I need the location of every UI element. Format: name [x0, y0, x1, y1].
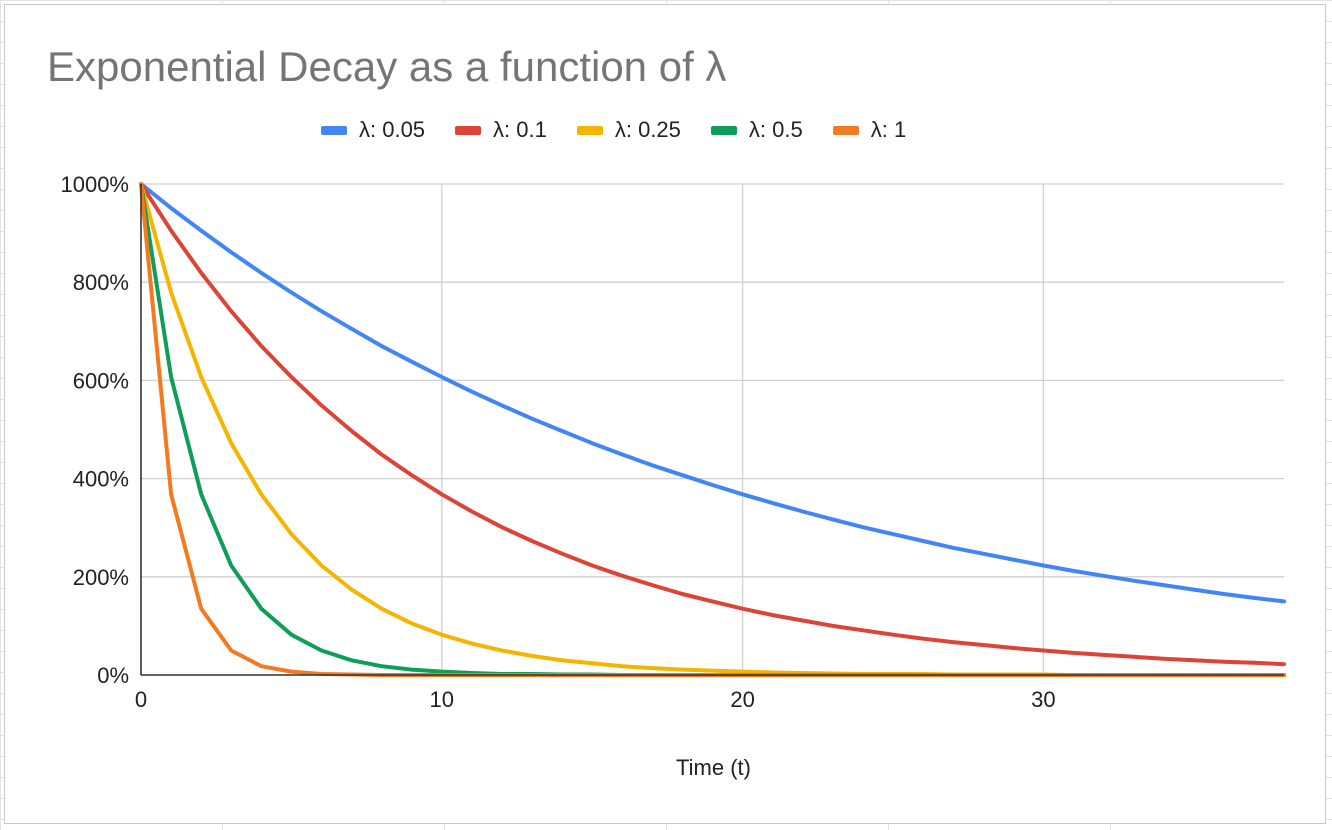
- y-tick-label: 0%: [97, 663, 129, 688]
- legend-swatch-series-4: [832, 125, 859, 135]
- x-tick-label: 30: [1031, 687, 1055, 712]
- legend-item[interactable]: λ: 1: [832, 117, 907, 143]
- legend-label: λ: 1: [870, 117, 907, 142]
- chart-title: Exponential Decay as a function of λ: [47, 43, 727, 90]
- legend-label: λ: 0.1: [493, 117, 547, 142]
- y-tick-label: 600%: [73, 368, 129, 393]
- y-tick-label: 1000%: [60, 172, 129, 197]
- legend-item[interactable]: λ: 0.5: [710, 117, 803, 143]
- chart-card[interactable]: Exponential Decay as a function of λ λ: …: [4, 4, 1326, 824]
- x-tick-label: 10: [430, 687, 454, 712]
- legend-item[interactable]: λ: 0.25: [576, 117, 681, 143]
- x-tick-label: 20: [730, 687, 754, 712]
- y-tick-label: 400%: [73, 467, 129, 492]
- legend-item[interactable]: λ: 0.1: [455, 117, 547, 143]
- x-axis-title: Time (t): [676, 755, 751, 780]
- legend-label: λ: 0.25: [614, 117, 681, 142]
- legend-swatch-series-3: [710, 125, 737, 135]
- plot-area: 0% 200% 400% 600% 800% 1000% 0 10 20 30 Time (t): [60, 172, 1286, 780]
- series-line-0: [139, 182, 1286, 604]
- legend-label: λ: 0.5: [748, 117, 803, 142]
- legend: λ: 0.05 λ: 0.1 λ: 0.25 λ: 0.5 λ: 1: [321, 117, 936, 143]
- legend-swatch-series-2: [576, 125, 603, 135]
- legend-swatch-series-1: [455, 125, 482, 135]
- y-tick-label: 800%: [73, 270, 129, 295]
- series-line-1: [139, 182, 1286, 667]
- y-tick-label: 200%: [73, 565, 129, 590]
- legend-item[interactable]: λ: 0.05: [321, 117, 425, 143]
- x-tick-label: 0: [135, 687, 147, 712]
- legend-swatch-series-0: [321, 125, 347, 135]
- legend-label: λ: 0.05: [359, 117, 426, 142]
